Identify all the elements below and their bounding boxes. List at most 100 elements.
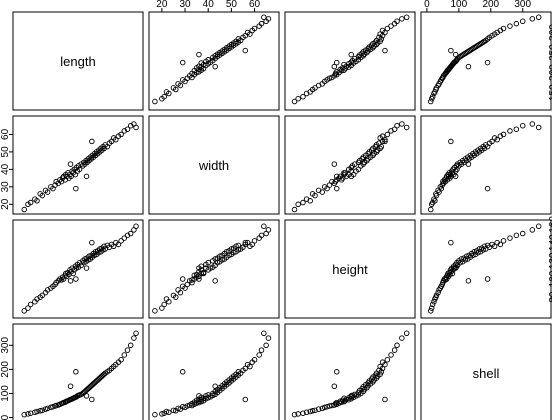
point-shell-height-36 (458, 256, 465, 262)
point-length-height-71 (89, 239, 95, 246)
point-shell-height-35 (457, 259, 463, 266)
point-length-shell-64 (124, 347, 131, 353)
tick-label-height-right-160: 160 (548, 216, 552, 233)
point-shell-height-40 (463, 253, 470, 260)
point-length-width-2 (27, 199, 34, 206)
tick-label-height-right-80: 80 (548, 291, 552, 303)
point-shell-height-3 (431, 298, 437, 305)
panel-frame-length-vs-height (284, 11, 416, 111)
point-length-shell-12 (53, 402, 59, 409)
panel-frame-shell-vs-length (12, 323, 144, 420)
point-length-shell-66 (131, 335, 137, 341)
point-height-length-1 (295, 95, 301, 102)
point-width-height-71 (242, 239, 249, 246)
tick-label-width-left-60: 60 (0, 128, 11, 140)
point-width-length-2 (161, 93, 167, 100)
tick-label-height-right-120: 120 (548, 252, 552, 269)
point-width-length-66 (265, 16, 272, 22)
point-shell-height-46 (471, 248, 477, 255)
point-shell-height-62 (500, 238, 507, 244)
point-length-width-71 (89, 138, 95, 145)
point-shell-height-63 (507, 235, 513, 241)
point-shell-length-68 (484, 59, 491, 66)
point-shell-height-6 (433, 292, 440, 299)
tick-label-width-left-40: 40 (0, 163, 11, 175)
point-shell-width-10 (438, 185, 445, 192)
tick-label-width-top-20: 20 (156, 0, 168, 10)
tick-label-shell-left-0: 0 (0, 414, 11, 420)
point-height-width-68 (333, 185, 340, 192)
point-width-shell-8 (175, 405, 181, 412)
panel-frame-length-vs-length (12, 11, 144, 111)
point-height-width-67 (403, 124, 410, 131)
point-length-width-70 (83, 173, 90, 180)
point-height-shell-2 (300, 410, 306, 416)
point-width-height-26 (200, 270, 207, 277)
panel-frame-length-vs-width (148, 11, 280, 111)
point-shell-height-1 (428, 305, 435, 311)
point-height-shell-6 (312, 407, 318, 414)
point-height-width-62 (384, 131, 391, 138)
panel-frame-width-vs-width (148, 115, 280, 215)
tick-label-width-left-20: 20 (0, 198, 11, 210)
point-height-width-2 (300, 199, 306, 206)
point-width-height-66 (265, 227, 272, 233)
point-length-height-1 (25, 305, 31, 311)
point-length-shell-63 (121, 352, 128, 358)
point-height-width-1 (295, 201, 301, 208)
point-shell-height-15 (442, 277, 449, 283)
point-shell-width-66 (529, 121, 536, 127)
point-length-shell-8 (44, 405, 51, 412)
point-width-length-0 (152, 98, 158, 105)
point-width-shell-3 (166, 409, 172, 415)
tick-label-shell-top-300: 300 (514, 0, 531, 10)
point-height-length-68 (333, 59, 340, 66)
point-height-length-11 (326, 75, 333, 82)
tick-label-shell-left-100: 100 (0, 385, 11, 402)
tick-label-width-left-30: 30 (0, 181, 11, 193)
tick-label-width-top-60: 60 (249, 0, 261, 10)
point-shell-height-66 (529, 227, 536, 233)
point-width-height-4 (163, 296, 170, 302)
point-height-length-66 (399, 16, 405, 22)
point-height-width-6 (312, 192, 318, 199)
point-width-shell-69 (212, 383, 218, 389)
point-shell-height-54 (481, 243, 488, 250)
point-width-height-2 (161, 301, 167, 308)
point-width-length-10 (179, 77, 186, 83)
point-length-height-67 (133, 223, 139, 230)
point-shell-height-68 (484, 276, 491, 282)
panel-frame-height-vs-length (12, 219, 144, 319)
point-shell-height-50 (476, 246, 483, 252)
point-height-shell-61 (379, 359, 386, 365)
point-length-shell-5 (37, 408, 43, 414)
point-shell-width-62 (500, 131, 507, 138)
point-shell-height-0 (427, 308, 434, 314)
point-length-width-60 (113, 136, 119, 143)
point-shell-length-69 (465, 63, 472, 70)
panel-frame-width-vs-height (284, 115, 416, 215)
point-width-height-32 (205, 259, 211, 266)
point-width-shell-1 (159, 411, 165, 417)
point-length-shell-4 (34, 408, 40, 415)
point-width-shell-67 (261, 330, 267, 337)
point-shell-height-65 (519, 230, 526, 237)
point-height-length-0 (291, 98, 298, 105)
point-height-length-67 (403, 14, 410, 21)
point-length-width-32 (76, 166, 83, 173)
point-width-height-70 (196, 265, 202, 271)
point-shell-height-45 (470, 252, 476, 259)
point-shell-width-64 (513, 126, 520, 132)
point-shell-length-62 (500, 25, 507, 32)
point-height-shell-5 (309, 408, 316, 414)
point-shell-width-0 (427, 206, 434, 213)
point-width-shell-4 (163, 408, 170, 415)
point-height-length-65 (394, 18, 400, 25)
point-width-shell-66 (265, 335, 272, 341)
variable-label-length: length (60, 54, 95, 69)
point-height-shell-62 (384, 357, 391, 363)
point-width-shell-58 (242, 365, 249, 372)
point-shell-length-71 (448, 47, 454, 54)
point-length-shell-69 (67, 383, 74, 389)
point-length-height-2 (27, 301, 34, 308)
